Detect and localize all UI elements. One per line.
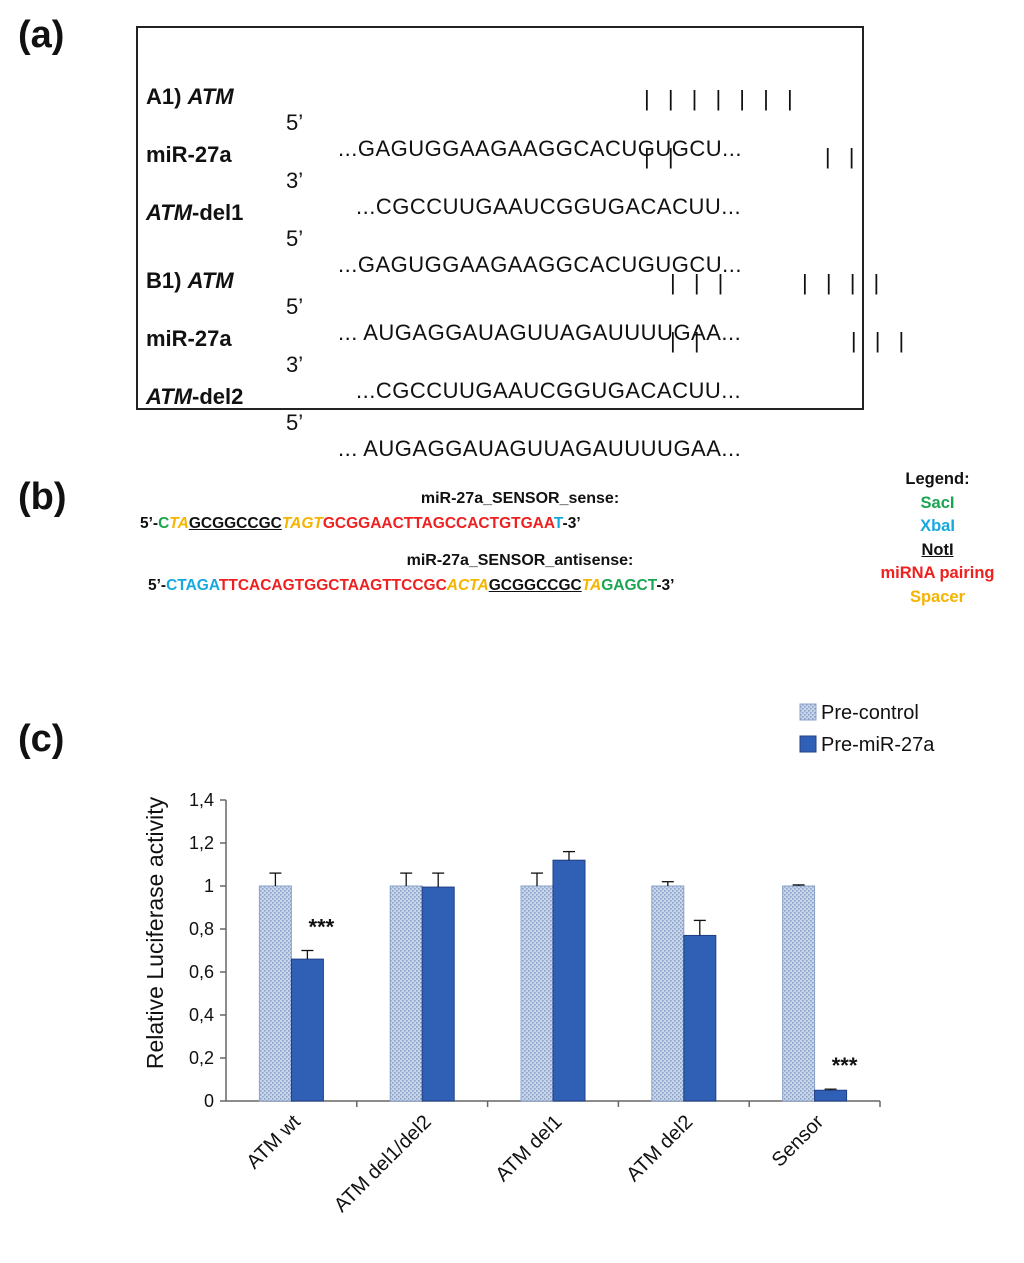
- chart-legend: Pre-control Pre-miR-27a: [799, 702, 935, 756]
- x-tick-label: ATM wt: [243, 1111, 306, 1174]
- alignment-row: miR-27a 3’ ...CGCCUUGAAUCGGUGACACUU...: [138, 116, 741, 246]
- legend-item: NotI: [921, 540, 954, 559]
- bar-pre-control: [389, 885, 423, 1102]
- bar-pre-control: [258, 885, 292, 1102]
- pairing-lines: | | | |: [644, 144, 861, 169]
- row-sequence: ...GAGUGGAAGAAGGCACUGUGCU...: [338, 136, 742, 161]
- y-tick-label: 1: [204, 876, 214, 896]
- sequence-segment: T: [553, 515, 563, 532]
- row-name: miR-27a: [146, 142, 232, 167]
- row-name: A1) ATM: [146, 84, 234, 109]
- bar-pre-mir-27a: [421, 886, 455, 1102]
- bar-pre-control: [520, 885, 554, 1102]
- chart-bars: [258, 859, 848, 1102]
- y-tick-label: 0: [204, 1091, 214, 1111]
- sequence-segment: TTCACAGTGGCTAAGTTCCGC: [218, 577, 447, 594]
- legend-label: Pre-miR-27a: [821, 734, 935, 756]
- legend-title: Legend:: [905, 470, 970, 488]
- sequence-segment: 5’-: [140, 515, 159, 532]
- sequence-segment: ACTA: [446, 577, 489, 594]
- row-sequence: ... AUGAGGAUAGUUAGAUUUUGAA...: [338, 436, 742, 461]
- legend-swatch: [799, 703, 817, 721]
- row-end: 5’: [286, 110, 304, 135]
- significance-annotation: ***: [309, 915, 335, 940]
- sense-title: miR-27a_SENSOR_sense:: [420, 490, 620, 507]
- sequence-segment: CTAGA: [166, 577, 219, 594]
- sequence-segment: TA: [581, 577, 602, 594]
- row-end: 5’: [286, 410, 304, 435]
- legend-items: SacI XbaI NotI miRNA pairing Spacer: [850, 492, 1024, 610]
- chart-error-bars: [269, 850, 837, 1091]
- legend-item: SacI: [920, 493, 955, 512]
- alignment-box: A1) ATM 5’ ...GAGUGGAAGAAGGCACUGUGCU... …: [136, 26, 904, 461]
- sequence-segment: GAGCT: [601, 577, 657, 594]
- sequence-segment: GCGGAACTTAGCCACTGTGAA: [322, 515, 554, 532]
- alignment-row: miR-27a 3’ ...CGCCUUGAAUCGGUGACACUU...: [138, 300, 741, 430]
- legend-item: miRNA pairing: [880, 564, 995, 582]
- row-sequence: ... AUGAGGAUAGUUAGAUUUUGAA...: [338, 320, 742, 345]
- pairing-lines: | | | | | | |: [644, 86, 799, 111]
- sequence-segment: 5’-: [148, 577, 167, 594]
- x-tick-label: ATM del2: [622, 1111, 697, 1186]
- bar-pre-mir-27a: [552, 859, 586, 1102]
- sequence-segment: -3’: [656, 577, 675, 594]
- row-end: 5’: [286, 294, 304, 319]
- row-end: 5’: [286, 226, 304, 251]
- row-name: miR-27a: [146, 326, 232, 351]
- panel-label-c: (c): [18, 718, 65, 760]
- legend-swatch: [799, 735, 817, 753]
- antisense-title: miR-27a_SENSOR_antisense:: [406, 552, 634, 569]
- bar-pre-control: [651, 885, 685, 1102]
- bar-pre-mir-27a: [683, 934, 717, 1102]
- row-name: ATM-del2: [146, 384, 244, 409]
- alignment-row: B1) ATM 5’ ... AUGAGGAUAGUUAGAUUUUGAA...: [138, 242, 741, 372]
- x-tick-label: ATM del1/del2: [330, 1111, 436, 1217]
- row-sequence: ...CGCCUUGAAUCGGUGACACUU...: [356, 194, 742, 219]
- chart-x-labels: ATM wt ATM del1/del2 ATM del1 ATM del2 Senso…: [243, 1111, 829, 1217]
- sequence-segment: GCGGCCGC: [488, 577, 582, 594]
- sequence-segment: -3’: [562, 515, 581, 532]
- sequence-segment: TA: [169, 515, 189, 532]
- alignment-row: ATM-del2 5’ ... AUGAGGAUAGUUAGAUUUUGAA..…: [138, 358, 741, 488]
- pairing-lines: | | | | |: [670, 328, 911, 353]
- row-name: ATM-del1: [146, 200, 244, 225]
- sequence-segment: TAGT: [281, 515, 323, 532]
- sequence-segment: GCGGCCGC: [188, 515, 282, 532]
- bar-pre-mir-27a: [290, 958, 324, 1102]
- y-tick-label: 1,4: [189, 790, 214, 810]
- sequence-segment: C: [158, 515, 170, 532]
- antisense-sequence: 5’-CTAGATTCACAGTGGCTAAGTTCCGCACTAGCGGCCG…: [148, 577, 674, 595]
- luciferase-bar-chart: 0 0,2 0,4 0,6 0,8 1 1,2 1,4 *** *** ATM wt ATM de…: [142, 702, 935, 1217]
- sequence-legend: Legend: SacI XbaI NotI miRNA pairing Spacer: [850, 468, 1024, 609]
- row-end: 3’: [286, 168, 304, 193]
- legend-item: Spacer: [909, 587, 966, 606]
- y-tick-label: 1,2: [189, 833, 214, 853]
- bar-pre-mir-27a: [814, 1089, 848, 1102]
- y-tick-label: 0,4: [189, 1005, 214, 1025]
- y-axis-label: Relative Luciferase activity: [142, 796, 168, 1069]
- chart-annotations: *** ***: [309, 915, 858, 1079]
- pairing-lines: | | | | | | |: [670, 270, 886, 295]
- significance-annotation: ***: [832, 1053, 858, 1078]
- bar-pre-control: [782, 885, 816, 1102]
- y-tick-label: 0,8: [189, 919, 214, 939]
- y-tick-label: 0,2: [189, 1048, 214, 1068]
- row-sequence: ...CGCCUUGAAUCGGUGACACUU...: [356, 378, 742, 403]
- alignment-row: A1) ATM 5’ ...GAGUGGAAGAAGGCACUGUGCU...: [138, 58, 741, 188]
- legend-label: Pre-control: [821, 702, 919, 724]
- panel-label-b: (b): [18, 476, 67, 518]
- row-name: B1) ATM: [146, 268, 234, 293]
- x-tick-label: Sensor: [768, 1111, 829, 1172]
- row-end: 3’: [286, 352, 304, 377]
- alignment-row: ATM-del1 5’ ...GAGUGGAAGAAGGCACUGUGCU...: [138, 174, 741, 304]
- x-tick-label: ATM del1: [492, 1111, 567, 1186]
- legend-item: XbaI: [920, 517, 955, 535]
- panel-label-a: (a): [18, 14, 65, 56]
- row-sequence: ...GAGUGGAAGAAGGCACUGUGCU...: [338, 252, 742, 277]
- y-tick-label: 0,6: [189, 962, 214, 982]
- sense-sequence: 5’-CTAGCGGCCGCTAGTGCGGAACTTAGCCACTGTGAAT…: [140, 515, 581, 533]
